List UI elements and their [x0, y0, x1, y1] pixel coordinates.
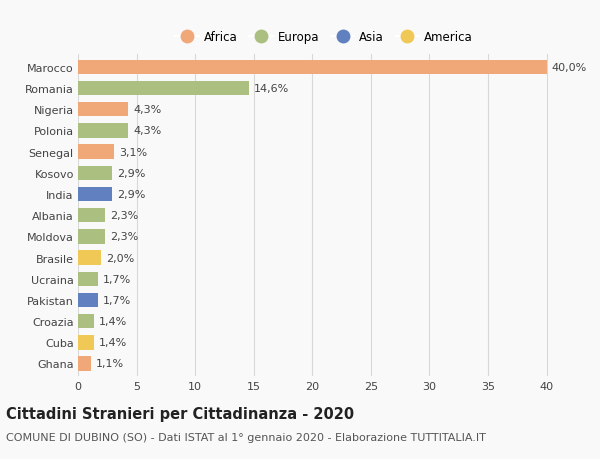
Bar — [78, 82, 249, 96]
Legend: Africa, Europa, Asia, America: Africa, Europa, Asia, America — [173, 28, 475, 46]
Bar — [78, 314, 94, 329]
Text: 4,3%: 4,3% — [133, 105, 161, 115]
Bar — [78, 293, 98, 308]
Bar — [78, 61, 547, 75]
Bar — [78, 208, 105, 223]
Text: 1,7%: 1,7% — [103, 274, 131, 284]
Bar — [78, 145, 115, 160]
Text: 2,9%: 2,9% — [116, 190, 145, 200]
Text: 1,1%: 1,1% — [95, 358, 124, 369]
Text: 2,3%: 2,3% — [110, 232, 138, 242]
Text: 2,0%: 2,0% — [106, 253, 134, 263]
Text: 2,9%: 2,9% — [116, 168, 145, 179]
Bar — [78, 230, 105, 244]
Text: 3,1%: 3,1% — [119, 147, 147, 157]
Bar — [78, 124, 128, 138]
Bar — [78, 103, 128, 117]
Text: 2,3%: 2,3% — [110, 211, 138, 221]
Bar — [78, 187, 112, 202]
Text: 4,3%: 4,3% — [133, 126, 161, 136]
Text: 1,7%: 1,7% — [103, 295, 131, 305]
Text: 1,4%: 1,4% — [99, 316, 127, 326]
Bar — [78, 166, 112, 181]
Text: Cittadini Stranieri per Cittadinanza - 2020: Cittadini Stranieri per Cittadinanza - 2… — [6, 406, 354, 421]
Text: 14,6%: 14,6% — [254, 84, 289, 94]
Bar — [78, 251, 101, 265]
Text: 1,4%: 1,4% — [99, 337, 127, 347]
Bar — [78, 272, 98, 286]
Text: 40,0%: 40,0% — [551, 63, 587, 73]
Bar — [78, 336, 94, 350]
Text: COMUNE DI DUBINO (SO) - Dati ISTAT al 1° gennaio 2020 - Elaborazione TUTTITALIA.: COMUNE DI DUBINO (SO) - Dati ISTAT al 1°… — [6, 432, 486, 442]
Bar — [78, 357, 91, 371]
